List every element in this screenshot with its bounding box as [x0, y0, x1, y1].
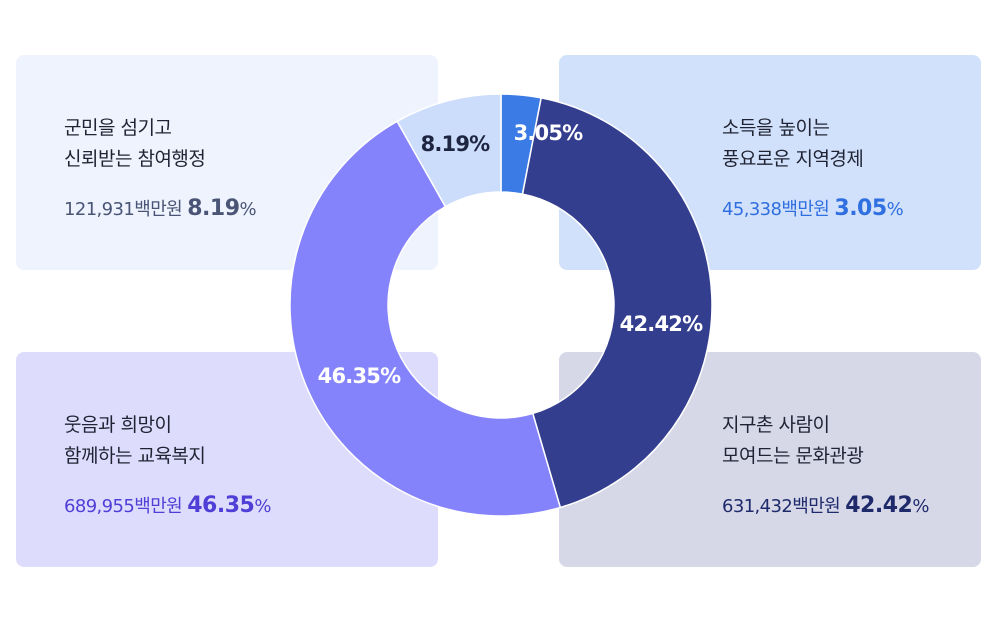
card-title-line1: 웃음과 희망이 [64, 414, 172, 436]
card-title-line1: 지구촌 사람이 [722, 414, 830, 436]
card-value-row: 121,931백만원 8.19% [64, 195, 438, 221]
card-percent-sign: % [239, 199, 257, 220]
card-percent: 8.19 [187, 196, 240, 221]
card-percent-sign: % [886, 199, 904, 220]
card-title-line1: 소득을 높이는 [722, 117, 830, 139]
donut-slice-2 [289, 120, 562, 517]
card-amount: 45,338백만원 [722, 199, 830, 220]
card-amount: 631,432백만원 [722, 496, 841, 517]
card-percent: 42.42 [845, 493, 913, 518]
slice-label-3: 8.19% [421, 132, 491, 156]
card-title-line1: 군민을 섬기고 [64, 117, 172, 139]
donut-slice-1 [521, 96, 713, 509]
donut-slice-3 [396, 93, 502, 208]
card-value-row: 689,955백만원 46.35% [64, 492, 438, 518]
card-value-row: 631,432백만원 42.42% [722, 492, 981, 518]
card-title-line2: 함께하는 교육복지 [64, 445, 206, 467]
slice-label-1: 42.42% [620, 312, 703, 336]
slice-label-0: 3.05% [514, 121, 584, 145]
card-title-line2: 풍요로운 지역경제 [722, 148, 864, 170]
card-title-line2: 신뢰받는 참여행정 [64, 148, 206, 170]
card-amount: 689,955백만원 [64, 496, 183, 517]
card-percent: 46.35 [187, 493, 255, 518]
card-amount: 121,931백만원 [64, 199, 183, 220]
card-percent-sign: % [912, 496, 929, 517]
card-percent: 3.05 [834, 196, 887, 221]
card-percent-sign: % [254, 496, 271, 517]
slice-label-2: 46.35% [318, 364, 401, 388]
card-title-line2: 모여드는 문화관광 [722, 445, 864, 467]
card-value-row: 45,338백만원 3.05% [722, 195, 981, 221]
